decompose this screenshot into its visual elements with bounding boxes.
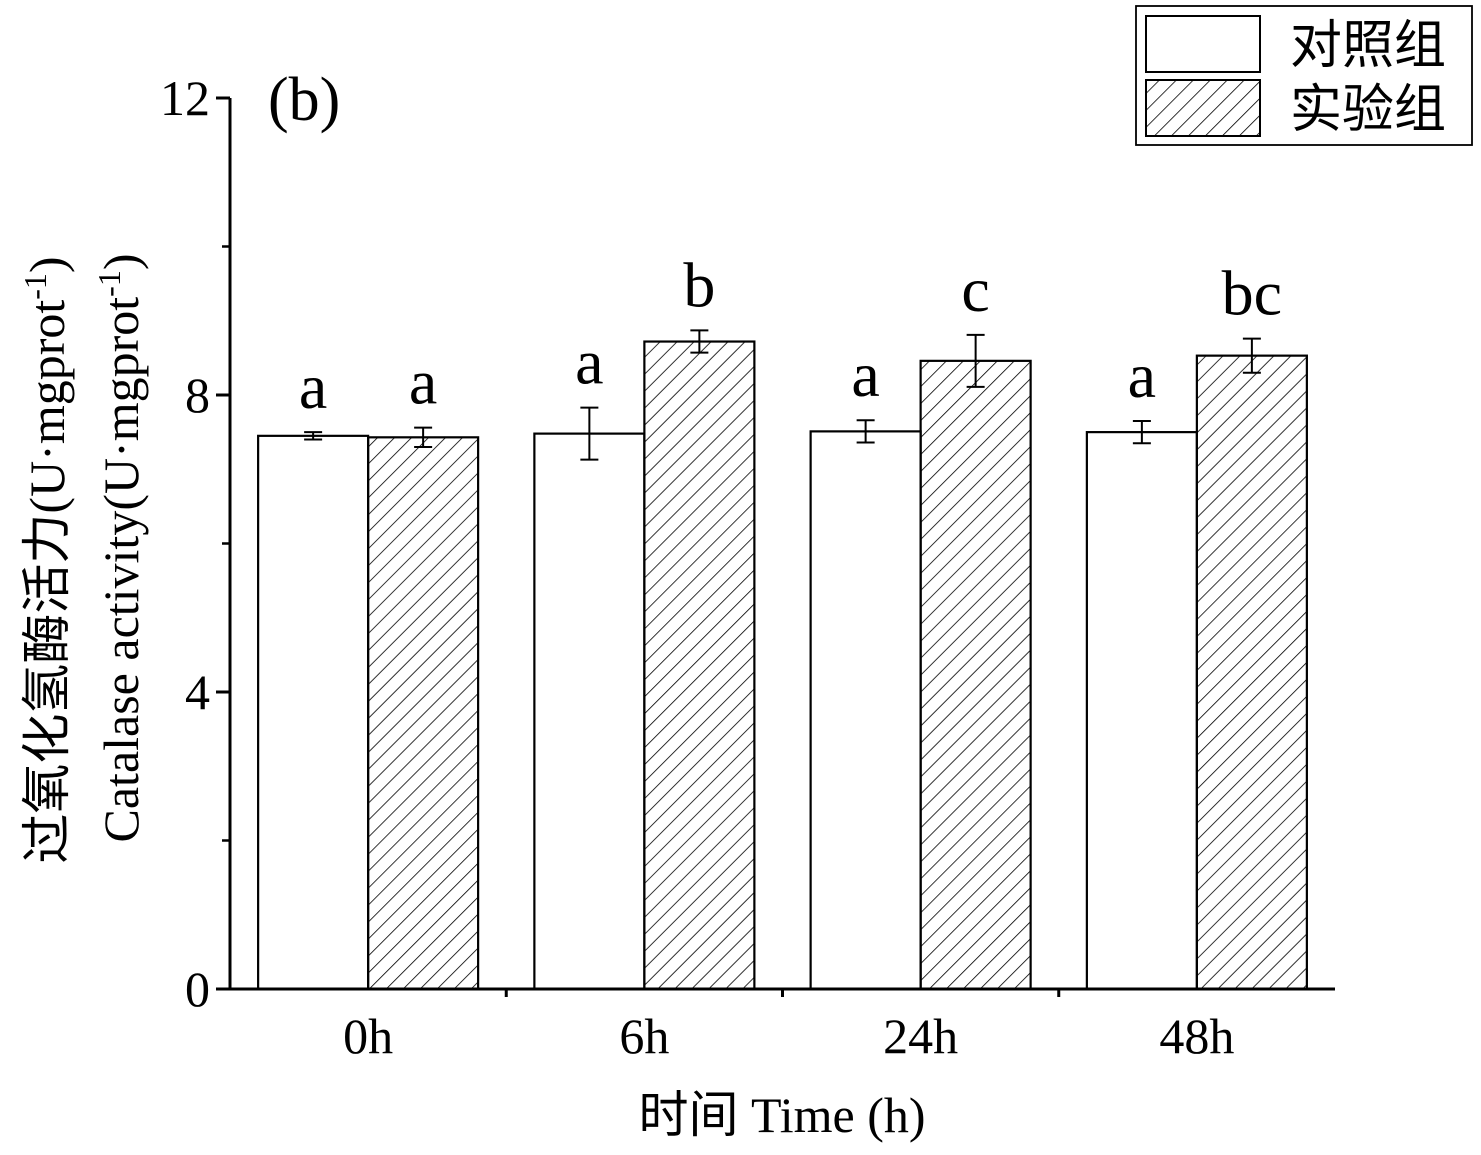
significance-letters: a a a aab c bc <box>299 249 1282 422</box>
legend-label-experiment: 实验组 <box>1290 82 1446 139</box>
significance-letter: a <box>575 327 603 398</box>
significance-letter: c <box>961 254 989 325</box>
legend-swatch-control <box>1145 15 1261 73</box>
x-tick-label: 6h <box>619 1008 669 1064</box>
bars <box>257 340 1308 991</box>
control-bar-6h <box>533 432 646 991</box>
experiment-bar-48h <box>1195 354 1308 991</box>
y-tick-label: 0 <box>185 961 210 1017</box>
legend-label-control: 对照组 <box>1290 18 1446 75</box>
significance-letter: bc <box>1222 258 1282 329</box>
axis-ticks: 0 4 8 12 0h 6h 24h 48h <box>160 70 1234 1064</box>
legend: 对照组 实验组 <box>1135 5 1473 146</box>
significance-letter: b <box>683 249 715 320</box>
y-tick-label: 4 <box>185 664 210 720</box>
panel-label: (b) <box>268 66 340 134</box>
experiment-bar-24h <box>919 359 1032 991</box>
significance-letter: a <box>299 351 327 422</box>
y-tick-label: 8 <box>185 367 210 423</box>
y-axis-title-cn: 过氧化氢酶活力(U·mgprot-1) <box>17 256 75 863</box>
legend-swatch-experiment <box>1145 79 1261 137</box>
x-tick-label: 24h <box>883 1008 958 1064</box>
significance-letter: a <box>851 339 879 410</box>
control-bar-0h <box>257 434 370 991</box>
x-axis-title: 时间 Time (h) <box>638 1087 925 1143</box>
x-tick-label: 0h <box>343 1008 393 1064</box>
control-bar-24h <box>809 430 922 991</box>
experiment-bar-6h <box>643 340 756 991</box>
significance-letter: a <box>1128 340 1156 411</box>
x-tick-label: 48h <box>1159 1008 1234 1064</box>
significance-letter: a <box>409 347 437 418</box>
y-axis-title-en: Catalase activity(U·mgprot-1) <box>91 254 149 843</box>
error-bars <box>304 329 1261 461</box>
control-bar-48h <box>1085 431 1198 991</box>
y-tick-label: 12 <box>160 70 210 126</box>
experiment-bar-0h <box>367 436 480 991</box>
